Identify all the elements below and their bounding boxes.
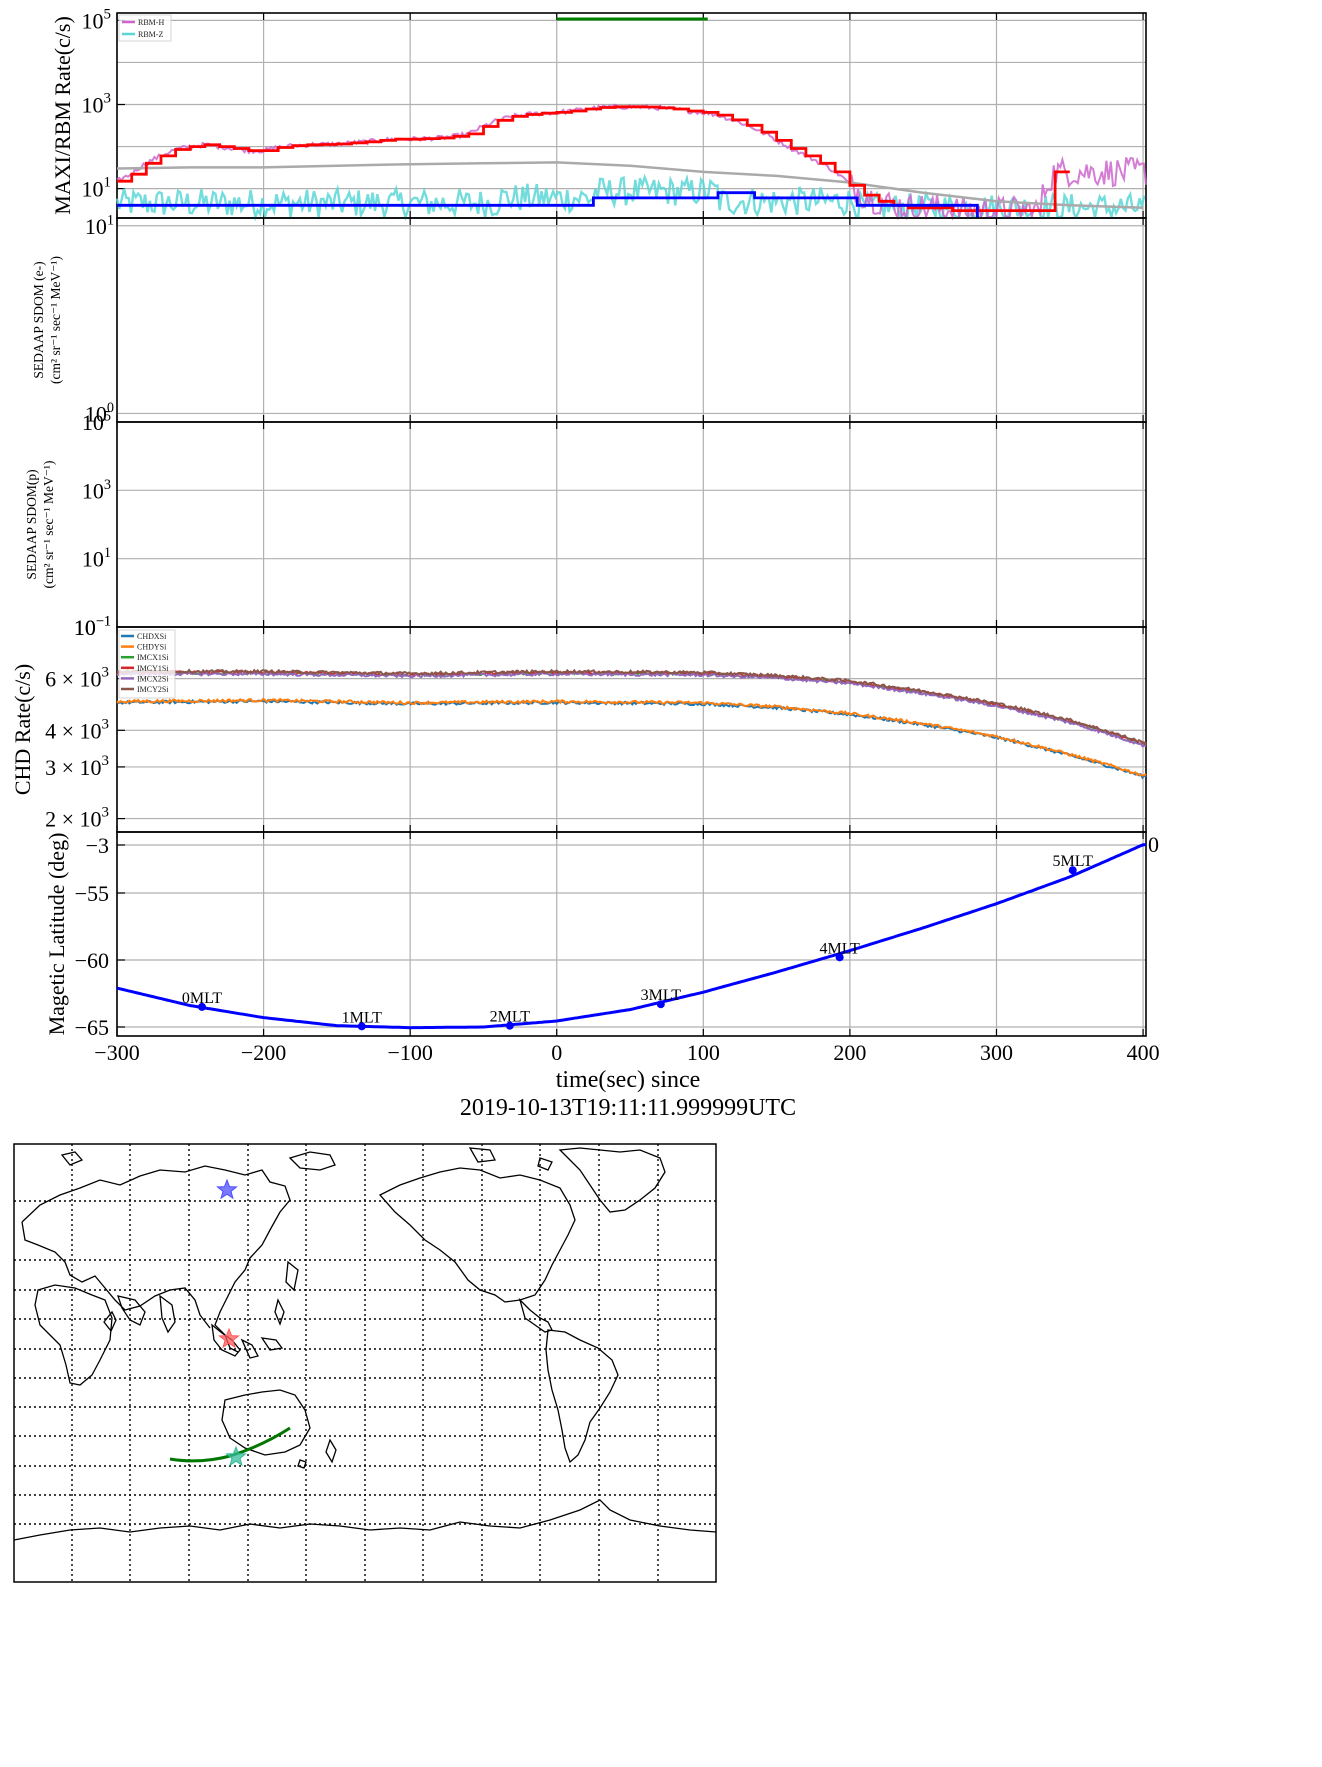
map-coastline [34, 1284, 113, 1386]
rbm-ylabel: MAXI/RBM Rate(c/s) [50, 16, 75, 215]
mlat-ytick-label: −3 [86, 833, 109, 858]
sde-ytick-label: 101 [85, 212, 114, 238]
chd-ytick-label: 3 × 103 [45, 753, 109, 780]
map-coastline [221, 1389, 311, 1456]
map-coastline [545, 1329, 619, 1464]
rbm-ytick-label: 105 [82, 7, 111, 34]
sedaap-proton-panel: 105 103 101 10−1 SEDAAP SDOM(p) (cm² sr⁻¹ sec… [24, 409, 1147, 640]
map-coastline [297, 1459, 307, 1469]
mlt-label: 0MLT [182, 990, 223, 1007]
mlt-marker [656, 1000, 665, 1009]
main-figure: 105 103 101 MAXI/RBM Rate(c/s) RBM-H RBM-Z 10… [10, 7, 1160, 1121]
x-tick-label: 300 [980, 1040, 1013, 1065]
chd-ytick-label: 2 × 103 [45, 805, 109, 832]
chd-line-imcx2si [116, 671, 1147, 748]
sedaap-electron-panel: 101 100 SEDAAP SDOM (e-) (cm² sr⁻¹ sec⁻¹ Me… [31, 212, 1147, 426]
chd-legend-label: IMCX1Si [137, 653, 169, 662]
chd-legend-label: CHDYSi [137, 643, 167, 652]
sde-ytick-label: 100 [85, 400, 114, 426]
map-coastline [325, 1438, 337, 1464]
red-star-marker [218, 1327, 240, 1349]
mlat-ytick-label: −65 [75, 1015, 109, 1040]
mlt-marker [835, 953, 844, 962]
mlt-label: 1MLT [342, 1009, 383, 1026]
sdp-ytick-label: 10−1 [74, 614, 111, 640]
sde-frame [116, 217, 1147, 423]
map-coastline [260, 1337, 284, 1351]
x-axis-date: 2019-10-13T19:11:11.999999UTC [460, 1095, 796, 1121]
x-tick-label: 400 [1127, 1040, 1160, 1065]
mlt-label: 5MLT [1053, 853, 1094, 870]
rbm-frame [116, 12, 1147, 219]
map-coastline [103, 1310, 117, 1333]
teal-star-marker [225, 1445, 247, 1467]
mlt-label: 2MLT [490, 1009, 531, 1026]
x-tick-label: 100 [687, 1040, 720, 1065]
chd-legend-label: IMCY2Si [137, 685, 169, 694]
map-coastline [274, 1298, 285, 1326]
mlat-ytick-label: −55 [75, 881, 109, 906]
chd-line-imcx1si [116, 670, 1147, 746]
x-axis-label: time(sec) since [556, 1067, 701, 1093]
rbm-background-line [116, 161, 1144, 210]
map-coastline [13, 1499, 717, 1541]
chd-legend-label: IMCY1Si [137, 664, 169, 673]
mlat-edge-label: 0 [1148, 832, 1159, 857]
mlat-ytick-label: −60 [75, 948, 109, 973]
sdp-ytick-label: 101 [82, 545, 111, 571]
rbm-legend-label: RBM-Z [138, 30, 163, 39]
mlat-line [116, 843, 1146, 1030]
map-coastline [211, 1323, 241, 1357]
maxi-rbm-panel: 105 103 101 MAXI/RBM Rate(c/s) RBM-H RBM-Z [50, 7, 1147, 222]
x-tick-label: 0 [551, 1040, 562, 1065]
chd-frame [116, 626, 1147, 833]
chd-legend-label: IMCX2Si [137, 674, 169, 683]
map-coastline [240, 1338, 259, 1359]
mlt-marker [505, 1021, 514, 1030]
x-tick-label: −200 [241, 1040, 286, 1065]
sde-ylabel: SEDAAP SDOM (e-) (cm² sr⁻¹ sec⁻¹ MeV⁻¹) [31, 256, 63, 384]
chd-line-imcy1si [116, 669, 1147, 746]
mlt-marker [357, 1022, 366, 1031]
sdp-ylabel: SEDAAP SDOM(p) (cm² sr⁻¹ sec⁻¹ MeV⁻¹) [24, 461, 56, 589]
x-tick-label: 200 [833, 1040, 866, 1065]
mlt-label: 4MLT [819, 940, 860, 957]
chd-ytick-label: 6 × 103 [45, 665, 109, 692]
rbm-ytick-label: 101 [82, 175, 111, 202]
sdp-ytick-label: 103 [82, 477, 111, 503]
mlat-ylabel: Magetic Latitude (deg) [44, 833, 69, 1036]
satellite-track [169, 1426, 291, 1463]
chd-legend-label: CHDXSi [137, 632, 167, 641]
rbm-legend-box [118, 14, 172, 42]
x-tick-label: −100 [387, 1040, 432, 1065]
sdp-frame [116, 421, 1147, 628]
chd-line-chdxsi [116, 698, 1147, 780]
chd-ytick-label: 4 × 103 [45, 716, 109, 743]
mlt-marker [1068, 866, 1077, 875]
rbm-h-step [117, 105, 1070, 212]
rbm-z-step [117, 191, 979, 219]
rbm-legend-label: RBM-H [138, 18, 164, 27]
mlt-marker [198, 1002, 207, 1011]
chd-line-imcy2si [116, 668, 1147, 746]
mlat-frame [116, 831, 1147, 1037]
rbm-legend: RBM-H RBM-Z [118, 14, 172, 42]
chd-line-chdysi [116, 697, 1147, 777]
chd-ylabel: CHD Rate(c/s) [10, 664, 35, 795]
map-coastline [159, 1294, 176, 1334]
chd-rate-panel: 6 × 103 4 × 103 3 × 103 2 × 103 CHD Rate(c/s… [10, 614, 1147, 833]
sdp-bottom-ytick-label: 10−1 [74, 614, 111, 640]
mlt-label: 3MLT [641, 987, 682, 1004]
x-tick-label: −300 [94, 1040, 139, 1065]
map-coastline [117, 1295, 146, 1326]
time-axis: −300 −200 −100 0 100 200 300 400 time(sec) since… [94, 1040, 1159, 1121]
rbm-ytick-label: 103 [82, 91, 111, 118]
map-coastline [518, 1297, 553, 1333]
chd-legend-box [118, 629, 176, 699]
sdp-ytick-label: 105 [82, 409, 111, 435]
